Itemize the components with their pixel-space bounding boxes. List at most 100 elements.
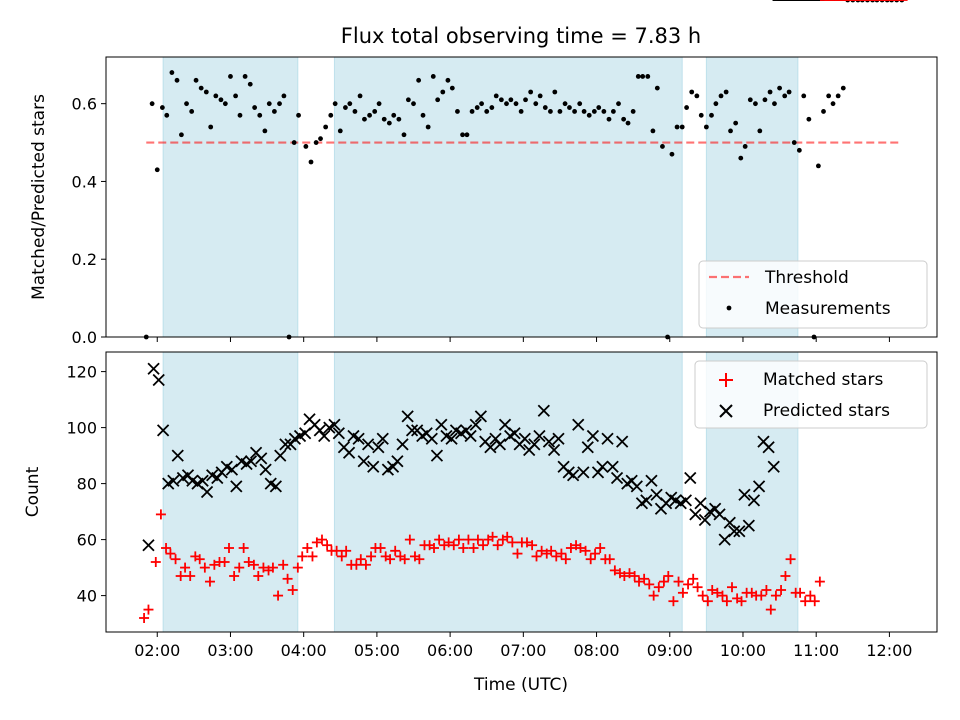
measurement-point (821, 109, 826, 114)
predicted-star-point (586, 429, 600, 443)
matched-star-point (639, 573, 650, 584)
matched-star-point (487, 531, 498, 542)
measurement-point (411, 101, 416, 107)
matched-star-point (161, 543, 172, 553)
y-tick-label: 0.2 (72, 250, 97, 269)
matched-star-point (341, 545, 352, 556)
measurement-point (367, 112, 372, 118)
measurement-point (723, 89, 729, 95)
matched-star-point (287, 585, 298, 595)
predicted-star-point (274, 449, 287, 462)
x-tick-label: 07:00 (500, 641, 546, 660)
measurement-point (772, 101, 777, 107)
measurement-point (640, 74, 646, 79)
measurement-point (237, 112, 243, 118)
predicted-star-point (435, 418, 448, 431)
measurement-point (233, 93, 238, 99)
measurement-point (733, 120, 739, 126)
measurement-point (445, 77, 451, 83)
predicted-star-point (259, 463, 272, 476)
matched-star-point (776, 585, 787, 595)
matched-star-point (258, 562, 269, 573)
measurement-point (504, 101, 509, 107)
bottom-legend: Matched stars Predicted stars (694, 360, 928, 429)
measurement-point (709, 112, 714, 118)
legend-matched-label: Matched stars (763, 370, 883, 390)
matched-star-point (629, 571, 640, 581)
shaded-interval-1 (162, 351, 299, 633)
measurement-point (650, 128, 656, 134)
measurement-point (440, 89, 446, 95)
measurement-point (586, 112, 592, 118)
predicted-star-point (196, 474, 209, 487)
measurement-point (660, 144, 665, 149)
measurement-point (193, 77, 199, 83)
matched-star-point (717, 590, 728, 601)
predicted-star-point (376, 432, 389, 445)
measurement-point (449, 85, 455, 91)
measurement-point (484, 109, 490, 114)
measurement-point (493, 93, 499, 99)
matched-star-point (199, 562, 210, 573)
predicted-star-point (566, 469, 580, 482)
predicted-star-point (361, 438, 375, 451)
matched-star-point (375, 543, 386, 553)
predicted-star-point (533, 429, 546, 443)
measurement-point (184, 101, 189, 107)
measurement-point (777, 85, 782, 91)
measurement-point (242, 74, 248, 79)
predicted-star-point (255, 452, 268, 465)
y-tick-label: 0.0 (72, 328, 97, 347)
matched-star-point (521, 537, 532, 548)
x-tick-label: 03:00 (207, 641, 253, 660)
predicted-star-point (518, 432, 531, 445)
measurement-point (694, 93, 700, 99)
measurement-point (308, 159, 314, 165)
predicted-star-point (640, 494, 653, 507)
predicted-star-point (167, 474, 180, 487)
matched-star-point (712, 587, 723, 598)
measurement-point (323, 124, 329, 130)
predicted-star-point (493, 438, 507, 451)
measurement-point (786, 89, 792, 95)
matched-star-point (770, 590, 781, 601)
matched-star-point (663, 571, 674, 581)
matched-star-point (219, 557, 230, 567)
measurement-point (203, 89, 209, 95)
matched-star-point (385, 554, 396, 565)
measurement-point (198, 85, 204, 91)
predicted-star-point (547, 443, 561, 457)
measurement-point (213, 93, 219, 99)
matched-star-point (697, 590, 708, 601)
shaded-interval-2 (333, 56, 683, 338)
x-tick-label: 04:00 (281, 641, 327, 660)
top-y-axis-label: Matched/Predicted stars (29, 94, 49, 300)
predicted-star-point (542, 435, 556, 448)
matched-star-point (805, 590, 816, 601)
matched-star-point (139, 613, 150, 623)
legend-threshold-label: Threshold (764, 268, 849, 288)
x-axis-label: Time (UTC) (473, 675, 568, 695)
measurement-point (684, 105, 690, 110)
measurement-point (689, 89, 695, 95)
matched-star-point (551, 551, 562, 562)
predicted-star-point (728, 525, 741, 538)
measurement-point (372, 109, 378, 114)
matched-star-point (434, 534, 445, 545)
matched-star-point (390, 545, 401, 556)
count-panel: 02:00 03:00 04:00 05:00 06:00 07:00 08:00 09:00… (23, 0, 938, 695)
chart-title: Flux total observing time = 7.83 h (341, 24, 701, 48)
matched-star-point (360, 559, 371, 570)
predicted-star-point (684, 471, 697, 485)
measurement-point (489, 105, 495, 110)
matched-star-point (150, 557, 161, 567)
measurement-point (337, 128, 343, 134)
matched-star-point (736, 596, 747, 607)
measurement-point (247, 81, 253, 87)
measurement-point (542, 105, 548, 110)
x-tick-label: 06:00 (427, 641, 473, 660)
matched-star-point (609, 565, 620, 576)
measurement-point (674, 124, 680, 130)
matched-star-point (165, 548, 176, 559)
measurement-point (159, 105, 165, 110)
